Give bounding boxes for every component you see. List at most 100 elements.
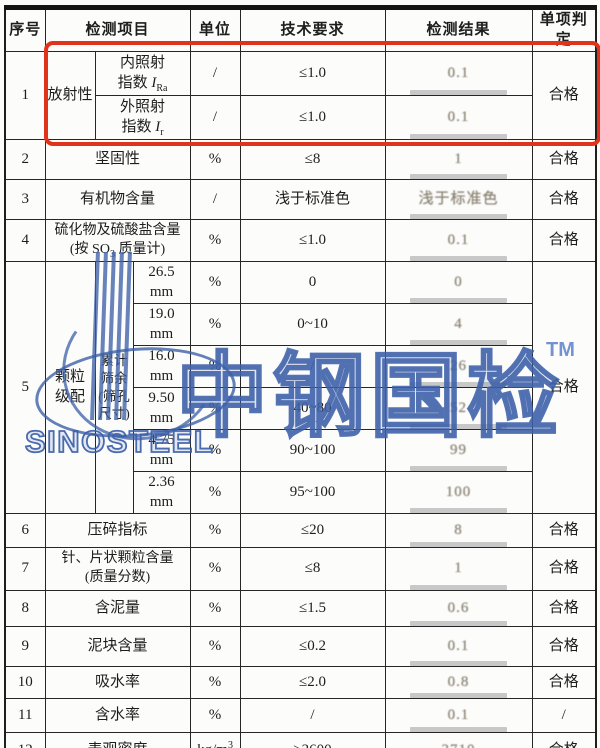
- cell-item: 坚固性: [44, 139, 191, 180]
- cell-unit: %: [189, 698, 241, 733]
- cell-unit: %: [189, 429, 241, 472]
- header-item: 检测项目: [44, 7, 191, 52]
- cell-item: 针、片状颗粒含量 (质量分数): [44, 547, 191, 591]
- cell-result: 0.8: [384, 666, 533, 699]
- cell-result: 0.1: [384, 95, 533, 140]
- cell-unit: %: [189, 139, 241, 180]
- cell-judgment: 合格: [531, 51, 597, 140]
- cell-unit: %: [189, 345, 241, 388]
- cell-judgment: /: [531, 698, 597, 733]
- redaction-bar: [410, 424, 507, 429]
- cell-sieve-size: 4.75 mm: [132, 429, 191, 472]
- table-row: 4 硫化物及硫酸盐含量 (按 SO3 质量计) % ≤1.0 0.1 合格: [4, 219, 597, 262]
- cell-sieve-size: 2.36 mm: [132, 471, 191, 514]
- cell-result: 0.1: [384, 219, 533, 262]
- cell-requirement: ≤1.0: [239, 95, 386, 140]
- table-row: 2.36 mm % 95~100 100: [5, 471, 596, 514]
- cell-result: 0.6: [384, 590, 533, 627]
- cell-result: 8: [384, 513, 533, 548]
- cell-requirement: 40~80: [239, 387, 386, 430]
- cell-judgment: 合格: [531, 590, 597, 627]
- cell-judgment: 合格: [531, 261, 597, 514]
- cell-item: 含水率: [44, 698, 191, 733]
- redaction-bar: [410, 214, 507, 219]
- table-row: 8 含泥量 % ≤1.5 0.6 合格: [4, 590, 597, 627]
- cell-unit: %: [189, 590, 241, 627]
- cell-series-label: 累计 筛余 (筛孔 尺寸): [94, 261, 134, 514]
- redaction-bar: [410, 621, 507, 626]
- cell-unit: %: [189, 471, 241, 514]
- cell-item: 泥块含量: [44, 626, 191, 667]
- redaction-bar: [410, 134, 507, 139]
- redaction-bar: [410, 508, 507, 513]
- cell-no: 4: [4, 219, 46, 262]
- cell-unit: %: [189, 303, 241, 346]
- cell-result: 100: [384, 471, 533, 514]
- cell-result: 52: [384, 387, 533, 430]
- cell-judgment: 合格: [531, 732, 597, 748]
- cell-no: 2: [4, 139, 46, 180]
- cell-requirement: 95~100: [239, 471, 386, 514]
- table-row: 3 有机物含量 / 浅于标准色 浅于标准色 合格: [4, 179, 597, 220]
- redaction-bar: [410, 585, 507, 590]
- cell-item: 含泥量: [44, 590, 191, 627]
- redaction-bar: [410, 298, 507, 303]
- table-header-row: 序号 检测项目 单位 技术要求 检测结果 单项判定: [4, 7, 597, 52]
- cell-requirement: ≥2600: [239, 732, 386, 748]
- redaction-bar: [410, 340, 507, 345]
- cell-no: 3: [4, 179, 46, 220]
- cell-unit: /: [189, 51, 241, 96]
- redaction-bar: [410, 382, 507, 387]
- table-row: 19.0 mm % 0~10 4: [5, 303, 596, 346]
- table-row: 1 放射性 内照射 指数 IRa / ≤1.0 0.1 合格: [4, 51, 597, 140]
- cell-judgment: 合格: [531, 626, 597, 667]
- cell-unit: %: [189, 261, 241, 304]
- cell-requirement: 0: [239, 261, 386, 304]
- cell-requirement: /: [239, 698, 386, 733]
- cell-result: 1: [384, 547, 533, 591]
- header-result: 检测结果: [384, 7, 533, 52]
- cell-unit: /: [189, 179, 241, 220]
- cell-unit: %: [189, 666, 241, 699]
- table-row: 7 针、片状颗粒含量 (质量分数) % ≤8 1 合格: [4, 547, 597, 591]
- cell-item: 内照射 指数 IRa: [94, 51, 191, 96]
- cell-unit: /: [189, 95, 241, 140]
- cell-no: 1: [4, 51, 46, 140]
- cell-no: 5: [4, 261, 46, 514]
- cell-requirement: ≤1.5: [239, 590, 386, 627]
- cell-no: 8: [4, 590, 46, 627]
- cell-judgment: 合格: [531, 547, 597, 591]
- cell-requirement: ≤8: [239, 139, 386, 180]
- redaction-bar: [410, 542, 507, 547]
- cell-item: 表观密度: [44, 732, 191, 748]
- redaction-bar: [410, 727, 507, 732]
- cell-unit: %: [189, 547, 241, 591]
- cell-no: 6: [4, 513, 46, 548]
- cell-result: 0.1: [384, 51, 533, 96]
- cell-requirement: ≤20: [239, 513, 386, 548]
- redaction-bar: [410, 661, 507, 666]
- cell-item: 有机物含量: [44, 179, 191, 220]
- header-judgment: 单项判定: [531, 7, 597, 52]
- cell-result: 0.1: [384, 698, 533, 733]
- cell-requirement: ≤1.0: [239, 219, 386, 262]
- symbol-I: I: [151, 74, 157, 91]
- cell-result: 浅于标准色: [384, 179, 533, 220]
- cell-result: 26: [384, 345, 533, 388]
- cell-result: 0.1: [384, 626, 533, 667]
- table-row: 10 吸水率 % ≤2.0 0.8 合格: [4, 666, 597, 699]
- header-no: 序号: [4, 7, 46, 52]
- test-report-table: 序号 检测项目 单位 技术要求 检测结果 单项判定 1 放射性 内照射 指数 I…: [4, 5, 598, 748]
- cell-result: 1: [384, 139, 533, 180]
- cell-judgment: 合格: [531, 179, 597, 220]
- cell-unit: %: [189, 219, 241, 262]
- cell-sieve-size: 19.0 mm: [132, 303, 191, 346]
- cell-item: 硫化物及硫酸盐含量 (按 SO3 质量计): [44, 219, 191, 262]
- cell-unit: kg/m3: [189, 732, 241, 748]
- table-row: 4.75 mm % 90~100 99: [5, 429, 596, 472]
- table-row: 11 含水率 % / 0.1 /: [4, 698, 597, 733]
- cell-result: 2710: [384, 732, 533, 748]
- redaction-bar: [410, 693, 507, 698]
- redaction-bar: [410, 90, 507, 95]
- cell-requirement: 浅于标准色: [239, 179, 386, 220]
